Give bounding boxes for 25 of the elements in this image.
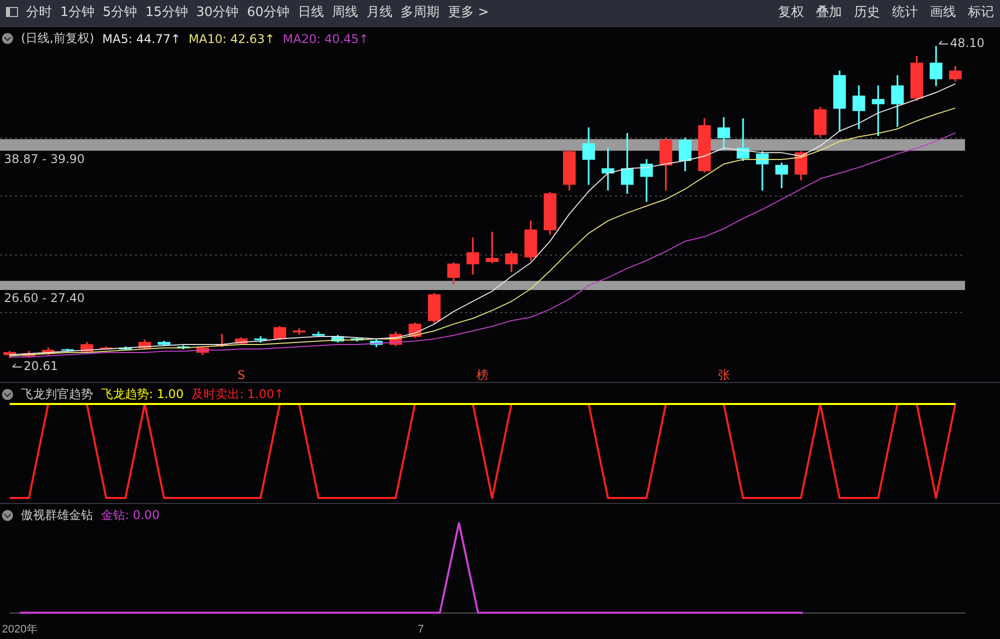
text: MA5: 44.77↑ [102,32,181,46]
x-tick-label: 2020年 [2,623,38,636]
text: 画线 [930,5,956,20]
text: S [237,368,246,382]
band-label: 38.87 - 39.90 [4,152,85,166]
chart-title: (日线,前复权) [21,30,94,47]
series-label: 飞龙趋势: 1.00 [101,386,184,403]
text: 复权 [778,5,804,20]
band-label: 26.60 - 27.40 [4,291,85,306]
text: 标记 [968,5,994,20]
text: 金钻: 0.00 [101,507,160,524]
text: 统计 [892,5,918,20]
series-label: 及时卖出: 1.00↑ [192,386,284,403]
chart-title: 傲视群雄金钻 [21,507,93,524]
x-tick-label: 7 [418,623,424,636]
text: 张 [718,368,730,382]
text: 榜 [476,368,488,382]
text: 20.61 [24,359,58,374]
annotation: 48.10 [950,36,984,50]
text: MA20: 40.45↑ [282,32,369,46]
chart-title: 飞龙判官趋势 [21,386,93,403]
chart-subtitle: 分时 1分钟 5分钟 15分钟 30分钟 60分钟 日线 周线 月线 多周期 更多 > [26,4,489,22]
text: MA10: 42.63↑ [188,32,275,46]
text: 历史 [854,5,880,20]
text: 叠加 [816,5,842,20]
